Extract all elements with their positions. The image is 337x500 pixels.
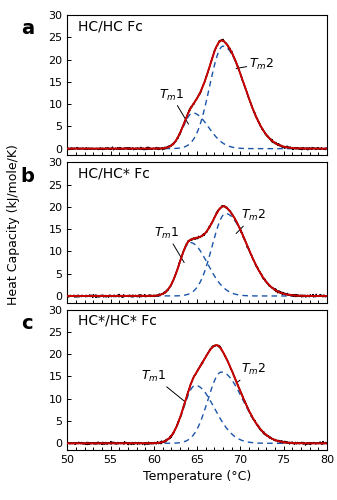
Text: HC/HC* Fc: HC/HC* Fc: [78, 166, 150, 180]
Text: c: c: [21, 314, 32, 333]
Text: $T_m$1: $T_m$1: [159, 88, 188, 124]
Text: Heat Capacity (kJ/mole/K): Heat Capacity (kJ/mole/K): [7, 144, 20, 306]
Text: a: a: [21, 19, 34, 38]
Text: $T_m$1: $T_m$1: [154, 226, 184, 262]
Text: $T_m$2: $T_m$2: [236, 56, 275, 72]
X-axis label: Temperature (°C): Temperature (°C): [143, 470, 251, 484]
Text: $T_m$1: $T_m$1: [141, 369, 184, 401]
Text: b: b: [21, 166, 35, 186]
Text: HC*/HC* Fc: HC*/HC* Fc: [78, 314, 157, 328]
Text: HC/HC Fc: HC/HC Fc: [78, 19, 143, 33]
Text: $T_m$2: $T_m$2: [236, 208, 266, 234]
Text: $T_m$2: $T_m$2: [236, 362, 266, 383]
